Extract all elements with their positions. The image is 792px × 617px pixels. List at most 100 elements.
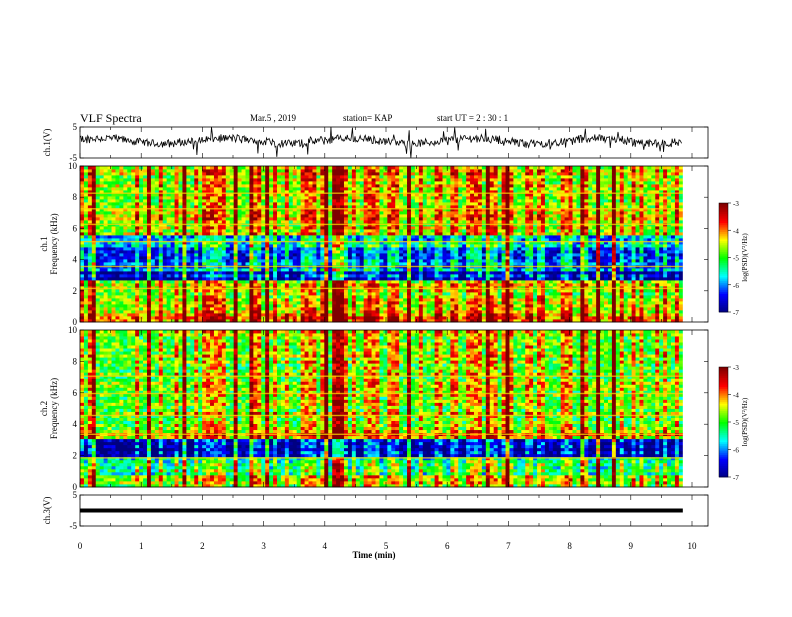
heatmap-cell	[419, 271, 423, 274]
heatmap-cell	[309, 238, 313, 241]
heatmap-cell	[163, 235, 167, 238]
heatmap-cell	[151, 232, 155, 235]
heatmap-cell	[379, 307, 383, 310]
heatmap-cell	[112, 268, 116, 271]
heatmap-cell	[123, 256, 127, 259]
heatmap-cell	[478, 307, 482, 310]
heatmap-cell	[127, 232, 131, 235]
heatmap-cell	[159, 259, 163, 262]
heatmap-cell	[175, 283, 179, 286]
heatmap-cell	[675, 247, 679, 250]
heatmap-cell	[376, 298, 380, 301]
heatmap-cell	[119, 268, 123, 271]
heatmap-cell	[651, 295, 655, 298]
heatmap-cell	[108, 238, 112, 241]
heatmap-cell	[439, 244, 443, 247]
heatmap-cell	[667, 292, 671, 295]
heatmap-cell	[576, 250, 580, 253]
heatmap-cell	[175, 316, 179, 319]
heatmap-cell	[427, 259, 431, 262]
heatmap-cell	[423, 256, 427, 259]
heatmap-cell	[175, 262, 179, 265]
heatmap-cell	[462, 250, 466, 253]
heatmap-cell	[431, 247, 435, 250]
heatmap-cell	[376, 229, 380, 232]
heatmap-cell	[399, 295, 403, 298]
heatmap-cell	[399, 301, 403, 304]
heatmap-cell	[206, 280, 210, 283]
heatmap-cell	[659, 232, 663, 235]
heatmap-cell	[143, 313, 147, 316]
heatmap-cell	[435, 271, 439, 274]
heatmap-cell	[100, 298, 104, 301]
heatmap-cell	[163, 262, 167, 265]
heatmap-cell	[549, 226, 553, 229]
heatmap-cell	[242, 262, 246, 265]
heatmap-cell	[163, 289, 167, 292]
heatmap-cell	[498, 298, 502, 301]
heatmap-cell	[336, 304, 340, 307]
heatmap-cell	[423, 280, 427, 283]
heatmap-cell	[525, 235, 529, 238]
heatmap-cell	[253, 310, 257, 313]
heatmap-cell	[446, 259, 450, 262]
heatmap-cell	[336, 253, 340, 256]
heatmap-cell	[151, 268, 155, 271]
heatmap-cell	[454, 274, 458, 277]
heatmap-cell	[588, 271, 592, 274]
heatmap-cell	[316, 226, 320, 229]
heatmap-cell	[245, 289, 249, 292]
heatmap-cell	[253, 304, 257, 307]
heatmap-cell	[198, 232, 202, 235]
heatmap-cell	[202, 235, 206, 238]
heatmap-cell	[186, 274, 190, 277]
heatmap-cell	[675, 277, 679, 280]
heatmap-cell	[521, 313, 525, 316]
heatmap-cell	[364, 244, 368, 247]
heatmap-cell	[569, 268, 573, 271]
heatmap-cell	[663, 262, 667, 265]
heatmap-cell	[549, 313, 553, 316]
heatmap-cell	[100, 244, 104, 247]
heatmap-cell	[108, 292, 112, 295]
heatmap-cell	[202, 283, 206, 286]
heatmap-cell	[198, 247, 202, 250]
heatmap-cell	[119, 262, 123, 265]
heatmap-cell	[352, 304, 356, 307]
heatmap-cell	[159, 268, 163, 271]
heatmap-cell	[541, 262, 545, 265]
heatmap-cell	[88, 313, 92, 316]
heatmap-cell	[230, 289, 234, 292]
heatmap-cell	[454, 289, 458, 292]
heatmap-cell	[541, 292, 545, 295]
heatmap-cell	[502, 271, 506, 274]
heatmap-cell	[175, 310, 179, 313]
heatmap-cell	[647, 253, 651, 256]
heatmap-cell	[639, 298, 643, 301]
heatmap-cell	[340, 301, 344, 304]
heatmap-cell	[92, 310, 96, 313]
heatmap-cell	[198, 274, 202, 277]
heatmap-cell	[557, 295, 561, 298]
heatmap-cell	[265, 226, 269, 229]
heatmap-cell	[423, 298, 427, 301]
heatmap-cell	[190, 271, 194, 274]
heatmap-cell	[458, 229, 462, 232]
heatmap-cell	[580, 259, 584, 262]
heatmap-cell	[238, 247, 242, 250]
heatmap-cell	[553, 226, 557, 229]
heatmap-cell	[289, 316, 293, 319]
heatmap-cell	[123, 295, 127, 298]
heatmap-cell	[230, 304, 234, 307]
heatmap-cell	[525, 253, 529, 256]
heatmap-cell	[541, 289, 545, 292]
heatmap-cell	[537, 295, 541, 298]
heatmap-cell	[399, 232, 403, 235]
heatmap-cell	[328, 244, 332, 247]
heatmap-cell	[332, 292, 336, 295]
heatmap-cell	[352, 244, 356, 247]
heatmap-cell	[348, 244, 352, 247]
heatmap-cell	[439, 283, 443, 286]
heatmap-cell	[202, 274, 206, 277]
heatmap-cell	[96, 292, 100, 295]
